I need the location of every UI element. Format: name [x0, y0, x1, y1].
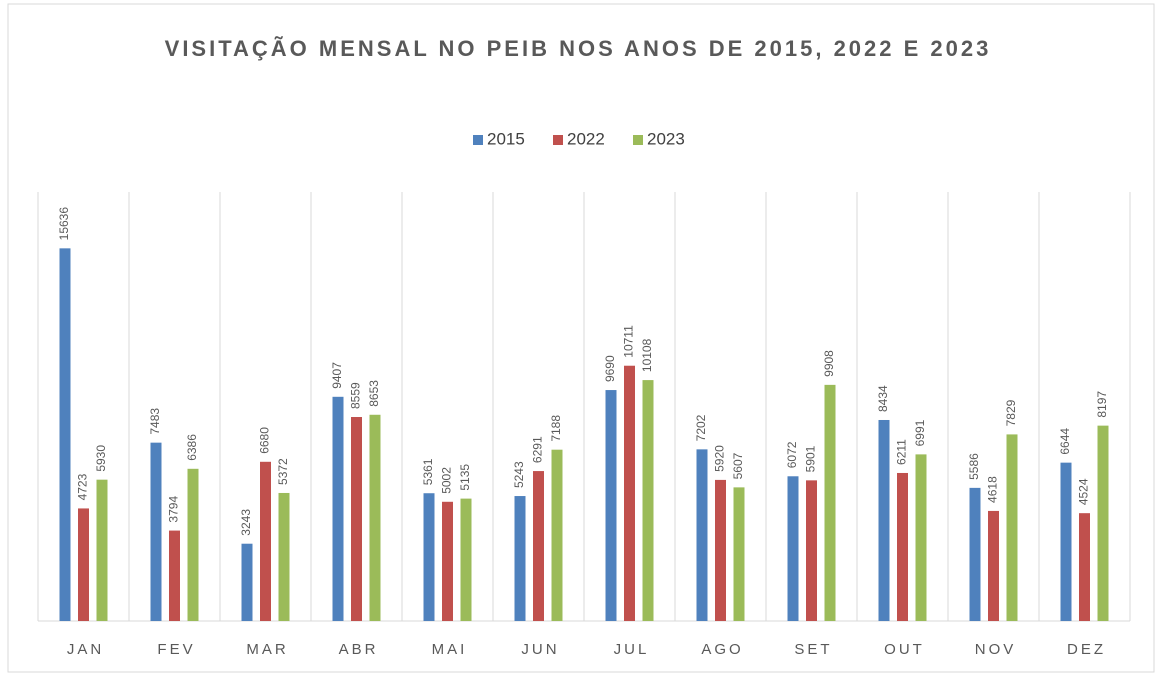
bar: [96, 479, 108, 621]
bar: [1097, 425, 1109, 621]
bar: [969, 487, 981, 621]
bar: [605, 390, 617, 621]
data-label: 6644: [1058, 428, 1072, 455]
data-label: 4618: [986, 476, 1000, 503]
data-label: 6072: [785, 441, 799, 468]
x-tick-label: JAN: [67, 641, 104, 658]
data-label: 6386: [185, 434, 199, 461]
data-label: 7188: [549, 415, 563, 442]
data-label: 5135: [458, 464, 472, 491]
data-label: 3243: [239, 509, 253, 536]
data-label: 10711: [622, 325, 636, 358]
bar: [897, 472, 908, 621]
data-label: 10108: [640, 338, 654, 372]
bar: [241, 543, 253, 621]
bar: [696, 449, 708, 621]
bar: [915, 454, 927, 621]
data-label: 5901: [804, 445, 818, 472]
data-label: 5361: [421, 458, 435, 485]
bar: [442, 501, 453, 621]
bar: [369, 414, 381, 621]
x-tick-label: FEV: [157, 641, 195, 658]
bar: [59, 248, 71, 622]
x-tick-label: AGO: [701, 641, 743, 658]
data-label: 5920: [713, 445, 727, 472]
bar: [278, 492, 290, 621]
data-label: 7483: [148, 408, 162, 435]
x-tick-label: NOV: [975, 641, 1017, 658]
data-label: 8197: [1095, 391, 1109, 418]
bar: [423, 493, 435, 621]
bar: [624, 365, 635, 621]
x-tick-label: ABR: [339, 641, 379, 658]
data-label: 8653: [367, 380, 381, 407]
bar: [787, 476, 799, 621]
chart-border: [7, 3, 1155, 673]
bar: [187, 468, 199, 621]
x-tick-label: MAR: [246, 641, 288, 658]
data-label: 6211: [895, 439, 909, 465]
bar: [988, 510, 999, 621]
bar: [551, 449, 563, 621]
bar: [332, 396, 344, 621]
bar: [1006, 434, 1018, 621]
bar: [260, 461, 271, 621]
data-label: 3794: [167, 496, 181, 523]
data-label: 4723: [76, 473, 90, 500]
data-label: 5372: [276, 458, 290, 485]
data-label: 15636: [57, 207, 71, 241]
legend-label: 2023: [647, 129, 685, 148]
data-label: 5002: [440, 467, 454, 494]
x-tick-label: JUL: [614, 641, 650, 658]
x-tick-label: OUT: [884, 641, 925, 658]
bar: [715, 479, 726, 621]
data-label: 4524: [1077, 478, 1091, 505]
bar: [460, 498, 472, 621]
bar: [806, 480, 817, 621]
data-label: 5607: [731, 452, 745, 479]
bar: [733, 487, 745, 621]
bar: [642, 380, 654, 621]
bar: [169, 530, 180, 621]
x-tick-label: SET: [794, 641, 832, 658]
bar: [824, 384, 836, 621]
data-label: 9407: [330, 362, 344, 389]
legend-swatch: [633, 135, 643, 145]
x-tick-label: JUN: [521, 641, 559, 658]
bar: [78, 508, 89, 621]
bar: [533, 471, 544, 621]
bar: [878, 419, 890, 621]
x-tick-label: DEZ: [1067, 641, 1106, 658]
data-label: 5243: [512, 461, 526, 488]
data-label: 5586: [967, 453, 981, 480]
legend-swatch: [473, 135, 483, 145]
bar: [150, 442, 162, 621]
data-label: 9908: [822, 350, 836, 377]
data-label: 5930: [94, 445, 108, 472]
data-label: 8559: [349, 382, 363, 409]
bar: [514, 496, 526, 621]
legend-label: 2015: [487, 129, 525, 148]
bar: [1079, 513, 1090, 621]
chart-title: VISITAÇÃO MENSAL NO PEIB NOS ANOS DE 201…: [164, 36, 992, 61]
legend-label: 2022: [567, 129, 605, 148]
data-label: 9690: [603, 355, 617, 382]
data-label: 8434: [876, 385, 890, 412]
x-tick-label: MAI: [432, 641, 468, 658]
bar: [351, 417, 362, 621]
bar: [1060, 462, 1072, 621]
legend-swatch: [553, 135, 563, 145]
data-label: 6291: [531, 436, 545, 463]
data-label: 6680: [258, 427, 272, 454]
data-label: 7829: [1004, 399, 1018, 426]
data-label: 7202: [694, 414, 708, 441]
data-label: 6991: [913, 419, 927, 446]
